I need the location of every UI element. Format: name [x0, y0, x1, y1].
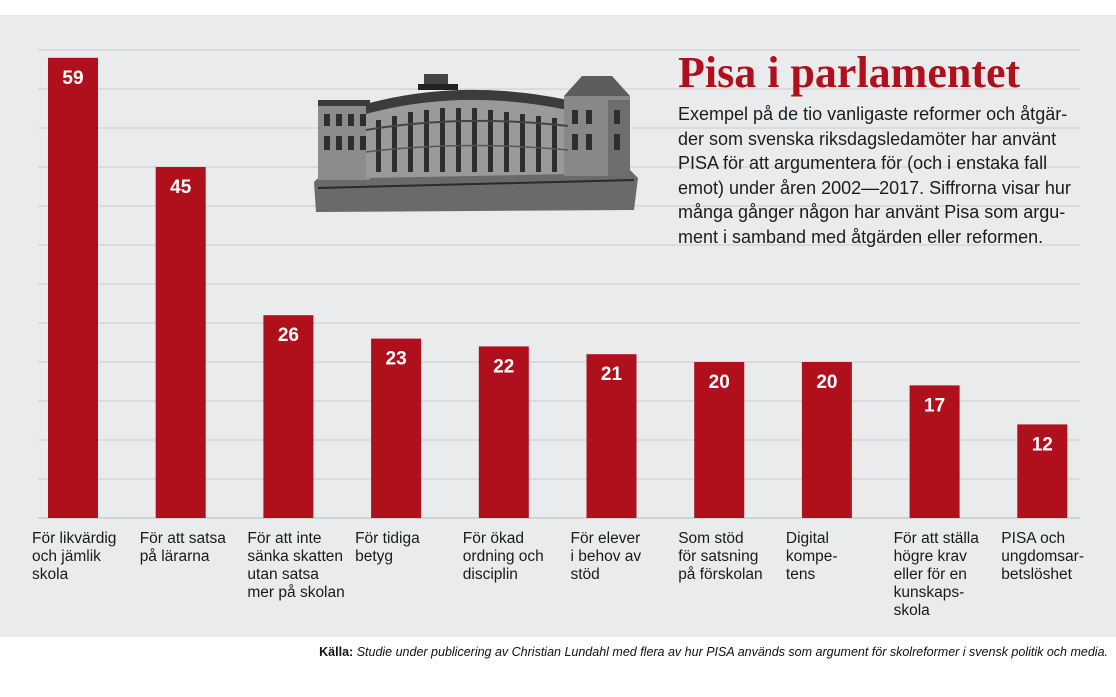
source-label: Källa:: [319, 645, 354, 659]
bar: [1017, 424, 1068, 518]
bar: [801, 362, 852, 518]
source-note: Källa: Studie under publicering av Chris…: [319, 645, 1108, 659]
bar-value-label: 17: [924, 395, 945, 416]
category-label: För att ställa högre krav eller för en k…: [893, 530, 979, 619]
bar-value-label: 26: [278, 325, 299, 346]
bar: [909, 385, 960, 518]
bar: [478, 346, 529, 518]
category-label: För att inte sänka skatten utan satsa me…: [247, 530, 345, 601]
category-label: Som stöd för satsning på förskolan: [678, 530, 763, 583]
category-label: För ökad ordning och disciplin: [462, 530, 544, 583]
category-label: PISA och ungdomsar- betslöshet: [1001, 530, 1085, 583]
bars: 59 45 26 23 22 21 20 20 17 12: [48, 57, 1068, 519]
chart-title: Pisa i parlamentet: [678, 48, 1021, 97]
bar: [586, 354, 637, 518]
bar: [371, 338, 422, 518]
category-label: För likvärdig och jämlik skola: [32, 530, 117, 583]
bar-value-label: 59: [62, 68, 83, 89]
bar-value-label: 23: [386, 349, 407, 370]
title-block: Pisa i parlamentet Exempel på de tio van…: [678, 48, 1116, 249]
category-label: För elever i behov av stöd: [570, 530, 642, 583]
category-label: För att satsa på lärarna: [139, 530, 226, 565]
bar-value-label: 21: [601, 364, 623, 385]
chart-description: Exempel på de tio vanligaste reformer oc…: [678, 104, 1071, 247]
parliament-building-illustration: [314, 74, 638, 212]
bar: [694, 362, 745, 518]
category-label: För tidiga betyg: [355, 530, 420, 565]
bar-value-label: 22: [493, 356, 514, 377]
bar: [155, 167, 206, 518]
source-text: Studie under publicering av Christian Lu…: [356, 645, 1108, 659]
bar: [48, 57, 98, 519]
bar-value-label: 45: [170, 177, 192, 198]
bar-value-label: 20: [816, 372, 837, 393]
bar-value-label: 20: [709, 372, 730, 393]
bar-value-label: 12: [1032, 434, 1053, 455]
bar: [263, 315, 314, 518]
category-label: Digital kompe- tens: [785, 530, 838, 583]
